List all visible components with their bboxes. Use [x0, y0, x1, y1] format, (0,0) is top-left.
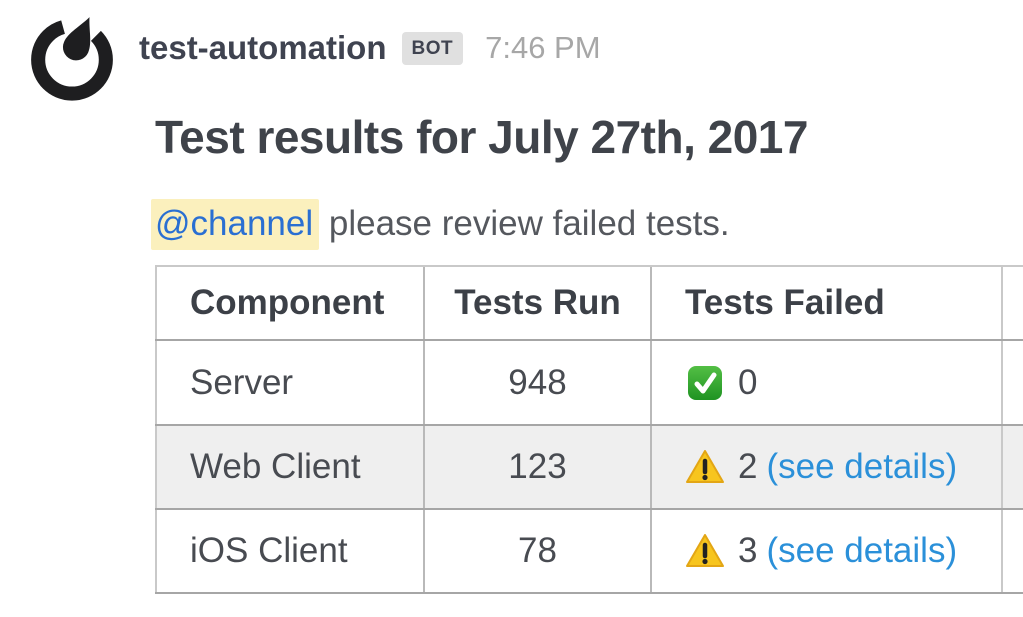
header-tests-failed: Tests Failed — [650, 267, 1003, 339]
failed-count: 2 — [738, 447, 758, 486]
tests-failed-cell: 2 (see details) — [650, 426, 1003, 508]
bot-badge: BOT — [401, 31, 464, 65]
component-cell: Server — [155, 341, 423, 424]
check-mark-emoji — [688, 365, 722, 400]
row-spacer — [1003, 426, 1023, 508]
see-details-link[interactable]: (see details) — [766, 447, 958, 486]
component-cell: Web Client — [155, 426, 423, 508]
message-body: Test results for July 27th, 2017 @channe… — [151, 108, 1023, 594]
tests-failed-cell: 0 — [650, 341, 1003, 424]
header-spacer — [1003, 267, 1023, 339]
bot-avatar[interactable] — [25, 9, 119, 103]
header-tests-run: Tests Run — [423, 267, 650, 339]
timestamp[interactable]: 7:46 PM — [485, 30, 601, 65]
test-results-table: Component Tests Run Tests Failed Server … — [155, 265, 1023, 594]
row-spacer — [1003, 341, 1023, 424]
mattermost-logo-icon — [31, 17, 113, 101]
sender-name[interactable]: test-automation — [139, 29, 387, 66]
tests-run-cell: 78 — [423, 510, 650, 592]
table-row: Server 948 0 — [155, 339, 1023, 424]
mention-line: @channel please review failed tests. — [151, 199, 1023, 250]
table-row: iOS Client 78 3 (see details) — [155, 508, 1023, 594]
mention-text: please review failed tests. — [319, 204, 730, 243]
channel-mention-link[interactable]: @channel — [151, 199, 320, 250]
row-spacer — [1003, 510, 1023, 592]
warning-emoji — [686, 534, 724, 567]
table-row: Web Client 123 2 (see details) — [155, 424, 1023, 508]
component-cell: iOS Client — [155, 510, 423, 592]
see-details-link[interactable]: (see details) — [766, 531, 958, 570]
table-header-row: Component Tests Run Tests Failed — [155, 265, 1023, 339]
warning-emoji — [686, 450, 724, 483]
tests-failed-cell: 3 (see details) — [650, 510, 1003, 592]
tests-run-cell: 948 — [423, 341, 650, 424]
message-header: test-automation BOT 7:46 PM — [139, 28, 601, 68]
tests-run-cell: 123 — [423, 426, 650, 508]
message-title: Test results for July 27th, 2017 — [155, 111, 808, 163]
failed-count: 0 — [738, 362, 758, 402]
failed-count: 3 — [738, 531, 758, 570]
header-component: Component — [155, 267, 423, 339]
